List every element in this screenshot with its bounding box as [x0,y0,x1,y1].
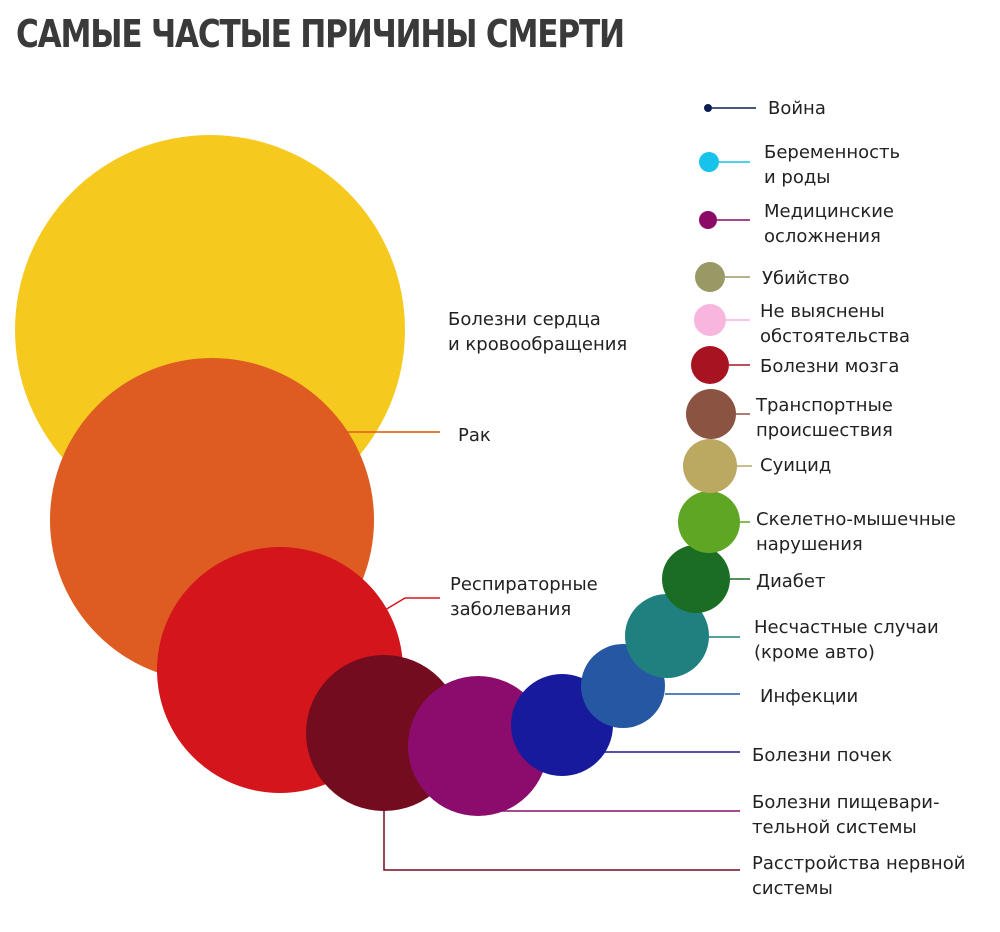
bubble-label-line: и кровообращения [448,334,627,355]
bubble-label-line: Медицинские [764,201,894,222]
bubble-label-line: Респираторные [450,574,598,595]
bubble-label-line: Суицид [760,455,831,476]
bubble-16 [699,211,717,229]
bubble-12 [686,389,736,439]
bubble-label-9: Диабет [756,571,825,592]
bubble-label-line: и роды [764,167,831,188]
bubble-label-line: Болезни сердца [448,309,601,330]
bubble-label-18: Война [768,98,826,119]
bubble-label-line: Расстройства нервной [752,853,965,874]
bubble-label-line: Болезни почек [752,745,892,766]
bubble-label-14: Не выяснены обстоятельства [760,301,910,347]
bubble-label-2: Рак [458,425,491,446]
leader-line-4 [383,811,740,871]
bubble-label-10: Скелетно-мышечные нарушения [756,509,956,555]
bubble-label-5: Болезни пищевари-тельной системы [752,792,939,838]
bubble-label-13: Болезни мозга [760,356,899,377]
bubble-label-line: осложнения [764,226,881,247]
page-title: САМЫЕ ЧАСТЫЕ ПРИЧИНЫ СМЕРТИ [16,12,625,56]
bubble-label-line: Диабет [756,571,825,592]
leader-line-3 [384,597,440,611]
bubble-label-line: происшествия [756,420,893,441]
bubble-label-1: Болезни сердца и кровообращения [448,309,627,355]
bubble-label-7: Инфекции [760,686,858,707]
bubble-label-17: Беременность и роды [764,142,900,188]
bubbles [15,104,740,816]
bubble-10 [678,491,740,553]
bubble-label-line: Болезни мозга [760,356,899,377]
bubble-label-8: Несчастные случаи (кроме авто) [754,617,939,663]
bubble-label-line: нарушения [756,534,863,555]
bubble-8 [625,594,709,678]
bubble-label-line: Беременность [764,142,900,163]
bubble-label-line: заболевания [450,599,571,620]
bubble-label-12: Транспортные происшествия [755,395,893,441]
bubble-17 [699,152,719,172]
bubble-label-line: системы [752,878,833,899]
labels: Болезни сердца и кровообращения Рак Респира… [448,98,965,899]
bubble-label-line: Не выяснены [760,301,885,322]
bubble-label-line: Рак [458,425,491,446]
leader-lines [340,107,756,871]
bubble-15 [695,262,725,292]
bubble-18 [704,104,712,112]
bubble-label-16: Медицинские осложнения [764,201,894,247]
bubble-label-6: Болезни почек [752,745,892,766]
bubble-label-line: Инфекции [760,686,858,707]
bubble-label-11: Суицид [760,455,831,476]
bubble-label-line: Транспортные [755,395,893,416]
bubble-label-line: тельной системы [752,817,917,838]
bubble-label-line: (кроме авто) [754,642,875,663]
bubble-label-line: обстоятельства [760,326,910,347]
bubble-14 [694,304,726,336]
bubble-label-line: Скелетно-мышечные [756,509,956,530]
bubble-13 [691,346,729,384]
bubble-9 [662,545,730,613]
bubble-label-15: Убийство [762,268,849,289]
bubble-label-line: Болезни пищевари- [752,792,939,813]
bubble-label-line: Убийство [762,268,849,289]
bubble-11 [683,439,737,493]
bubble-label-3: Респираторные заболевания [450,574,598,620]
bubble-label-line: Война [768,98,826,119]
bubble-label-line: Несчастные случаи [754,617,939,638]
bubble-label-4: Расстройства нервной системы [752,853,965,899]
